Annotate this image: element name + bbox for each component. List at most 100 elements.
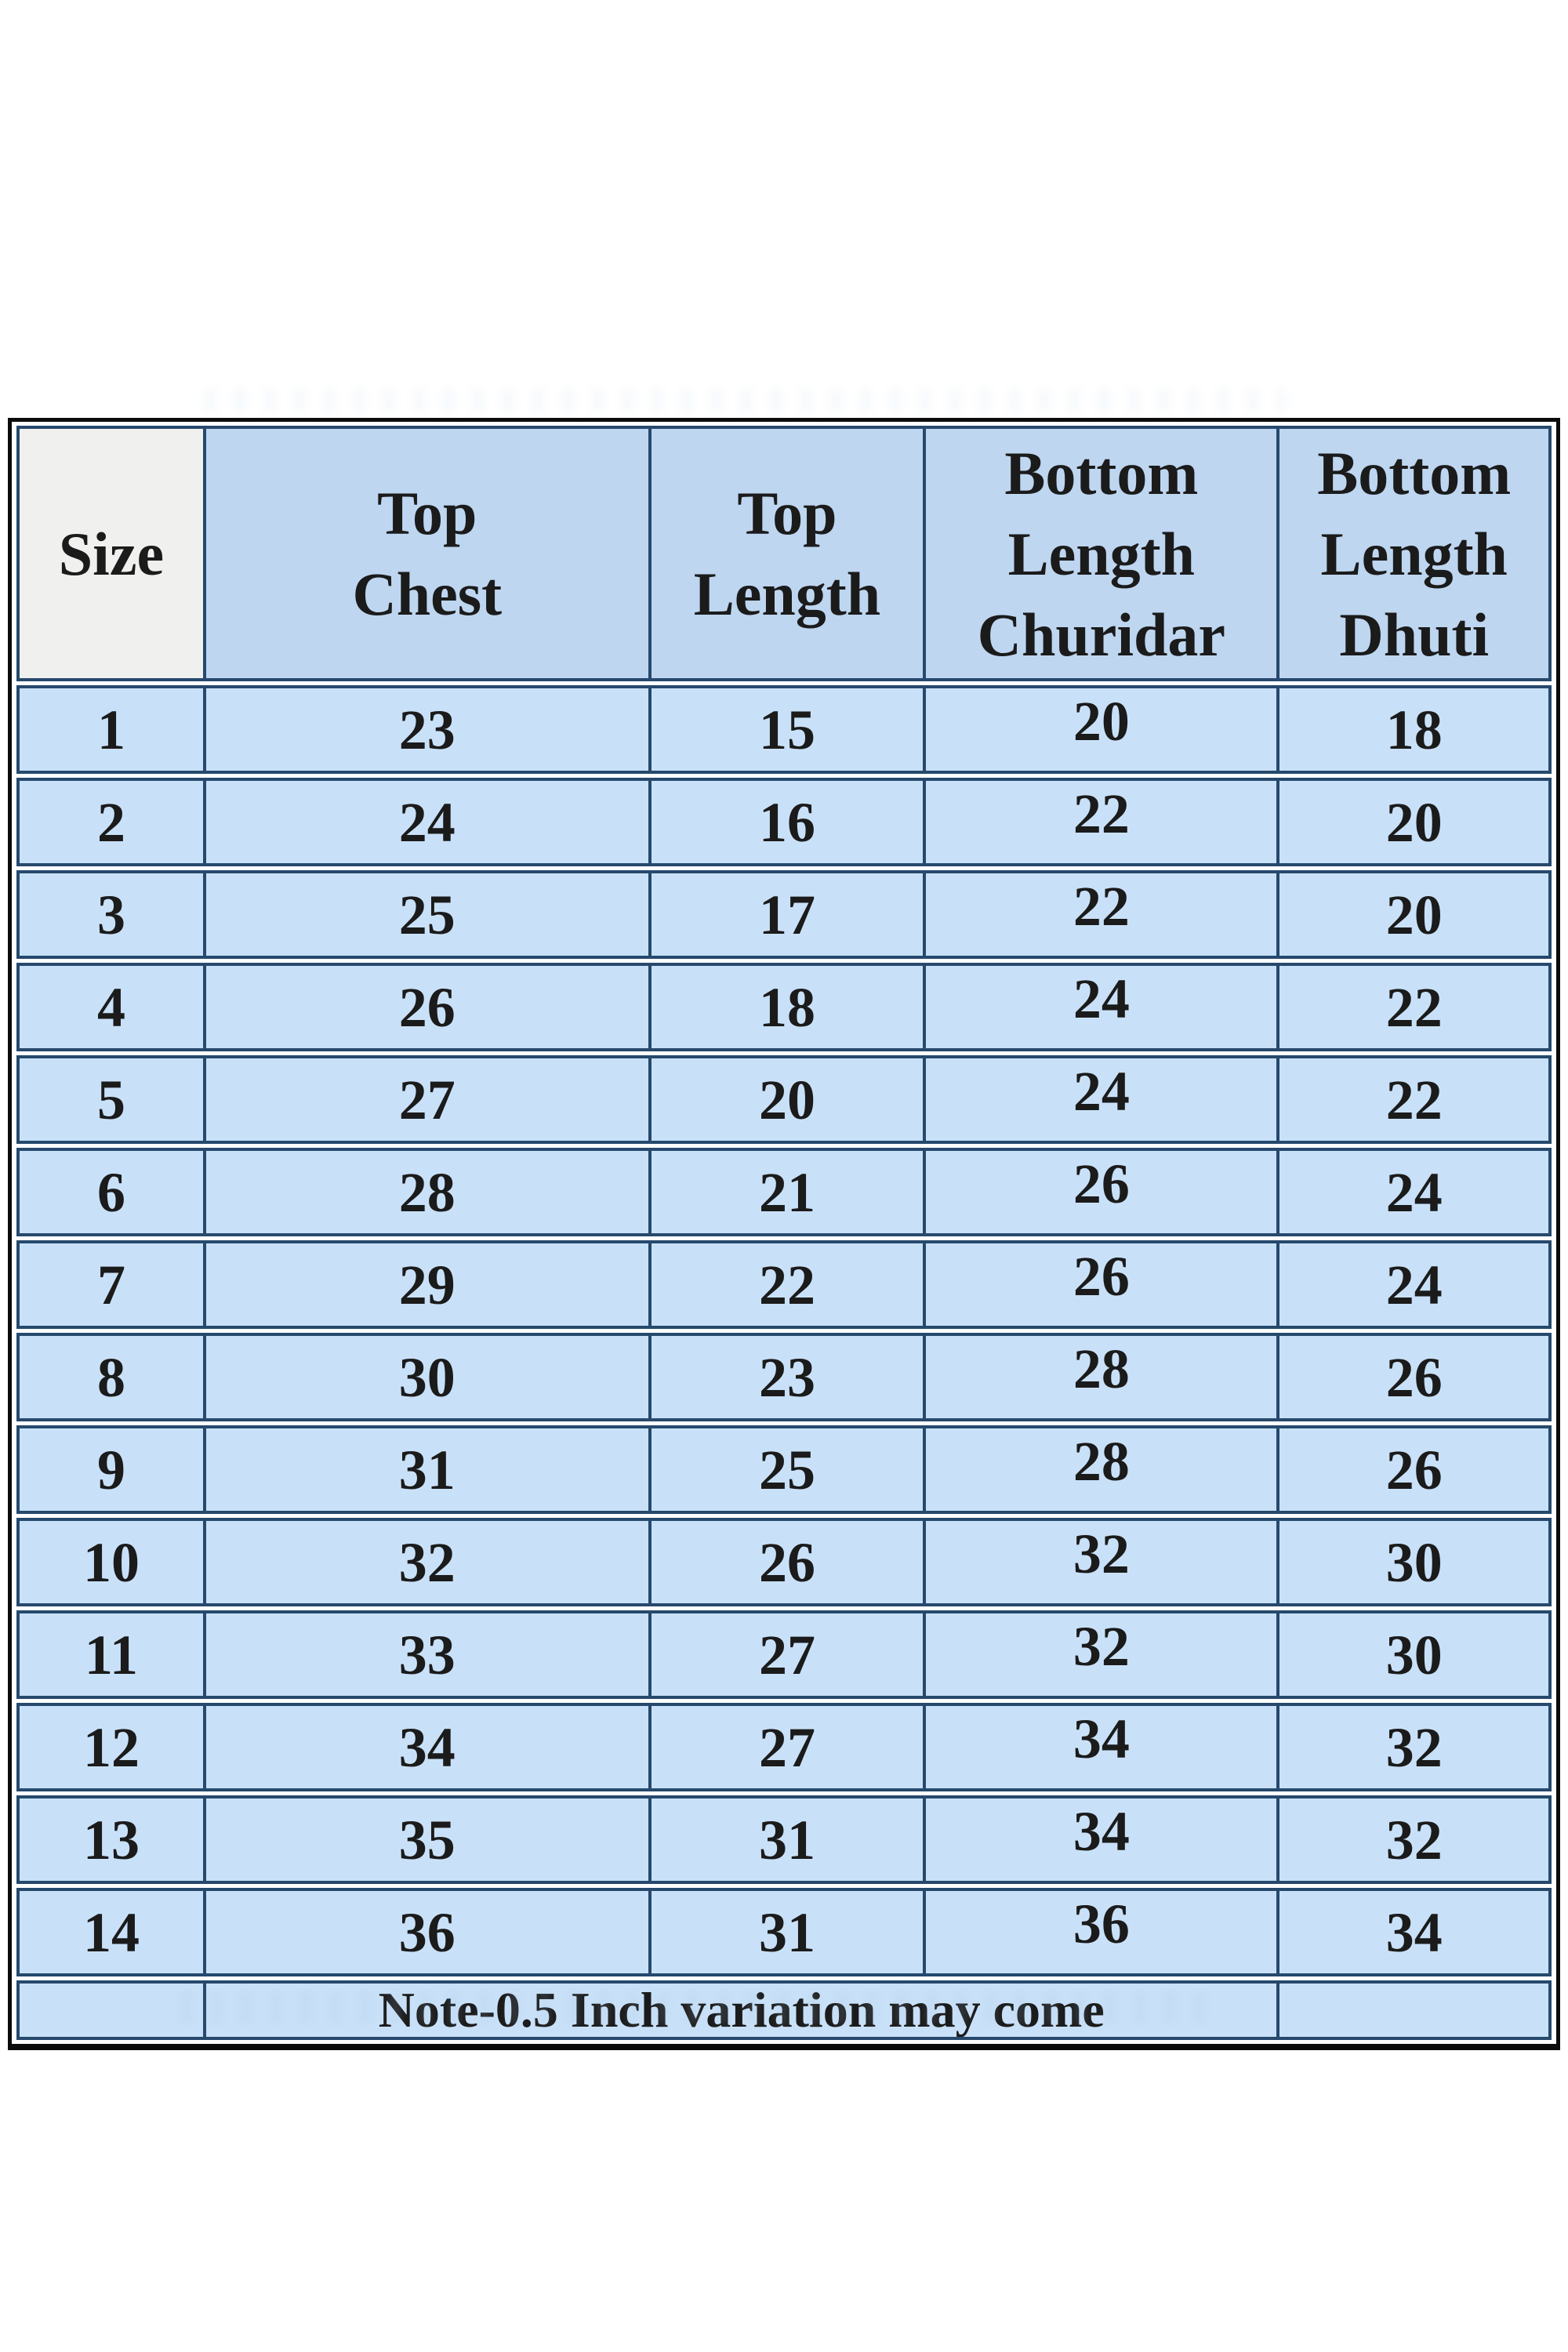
- size-cell: 11: [16, 1610, 203, 1699]
- bottom-length-dhuti-cell: 18: [1276, 685, 1552, 774]
- bottom-length-churidar-cell: 28: [923, 1333, 1277, 1421]
- column-header-size: Size: [16, 426, 203, 681]
- top-length-cell: 26: [648, 1518, 924, 1606]
- top-chest-cell: 28: [202, 1148, 648, 1236]
- top-chest-cell: 25: [202, 870, 648, 959]
- bottom-length-dhuti-cell: 26: [1276, 1425, 1552, 1514]
- size-cell: 7: [16, 1240, 203, 1329]
- bottom-length-churidar-cell: 32: [923, 1610, 1277, 1699]
- top-length-cell: 31: [648, 1888, 924, 1976]
- top-chest-cell: 31: [202, 1425, 648, 1514]
- top-chest-cell: 29: [202, 1240, 648, 1329]
- header-row: Size Top Chest Top Length Bottom Length …: [16, 426, 1552, 681]
- table-row: 2 24 16 22 20: [16, 778, 1552, 866]
- table-row: 10 32 26 32 30: [16, 1518, 1552, 1606]
- column-header-top-length: Top Length: [648, 426, 924, 681]
- size-chart-table: Size Top Chest Top Length Bottom Length …: [16, 422, 1552, 2044]
- bottom-length-churidar-cell: 24: [923, 1055, 1277, 1144]
- note-spacer-left: [16, 1980, 203, 2040]
- size-chart-frame: Size Top Chest Top Length Bottom Length …: [8, 418, 1560, 2050]
- top-length-cell: 15: [648, 685, 924, 774]
- top-length-cell: 22: [648, 1240, 924, 1329]
- bottom-length-churidar-cell: 22: [923, 870, 1277, 959]
- top-length-cell: 16: [648, 778, 924, 866]
- size-cell: 3: [16, 870, 203, 959]
- size-note: Note-0.5 Inch variation may come: [202, 1980, 1277, 2040]
- top-chest-cell: 35: [202, 1795, 648, 1884]
- note-spacer-right: [1276, 1980, 1552, 2040]
- size-cell: 2: [16, 778, 203, 866]
- bottom-length-churidar-cell: 26: [923, 1148, 1277, 1236]
- note-row: Note-0.5 Inch variation may come: [16, 1980, 1552, 2040]
- table-row: 1 23 15 20 18: [16, 685, 1552, 774]
- table-row: 7 29 22 26 24: [16, 1240, 1552, 1329]
- size-cell: 4: [16, 963, 203, 1051]
- bottom-length-dhuti-cell: 22: [1276, 1055, 1552, 1144]
- bottom-length-dhuti-cell: 20: [1276, 778, 1552, 866]
- top-chest-cell: 24: [202, 778, 648, 866]
- top-length-cell: 17: [648, 870, 924, 959]
- table-row: 8 30 23 28 26: [16, 1333, 1552, 1421]
- bottom-length-dhuti-cell: 24: [1276, 1240, 1552, 1329]
- table-body: 1 23 15 20 18 2 24 16 22 20 3 25 17 22 20 4 26 18 24 22 5 27 2…: [16, 685, 1552, 1976]
- size-cell: 10: [16, 1518, 203, 1606]
- bottom-length-dhuti-cell: 24: [1276, 1148, 1552, 1236]
- table-footer: Note-0.5 Inch variation may come: [16, 1980, 1552, 2040]
- bottom-length-dhuti-cell: 34: [1276, 1888, 1552, 1976]
- bottom-length-dhuti-cell: 22: [1276, 963, 1552, 1051]
- bottom-length-dhuti-cell: 20: [1276, 870, 1552, 959]
- column-header-top-chest: Top Chest: [202, 426, 648, 681]
- table-row: 6 28 21 26 24: [16, 1148, 1552, 1236]
- top-length-cell: 27: [648, 1703, 924, 1791]
- top-length-cell: 20: [648, 1055, 924, 1144]
- size-cell: 6: [16, 1148, 203, 1236]
- top-chest-cell: 33: [202, 1610, 648, 1699]
- top-length-cell: 25: [648, 1425, 924, 1514]
- size-cell: 14: [16, 1888, 203, 1976]
- table-row: 3 25 17 22 20: [16, 870, 1552, 959]
- ghost-watermark-bottom: [180, 1991, 1223, 2024]
- bottom-length-churidar-cell: 32: [923, 1518, 1277, 1606]
- top-chest-cell: 36: [202, 1888, 648, 1976]
- bottom-length-dhuti-cell: 30: [1276, 1610, 1552, 1699]
- size-cell: 12: [16, 1703, 203, 1791]
- bottom-length-churidar-cell: 20: [923, 685, 1277, 774]
- column-header-bottom-length-churidar: Bottom Length Churidar: [923, 426, 1277, 681]
- top-chest-cell: 34: [202, 1703, 648, 1791]
- top-chest-cell: 30: [202, 1333, 648, 1421]
- table-header: Size Top Chest Top Length Bottom Length …: [16, 426, 1552, 681]
- top-length-cell: 31: [648, 1795, 924, 1884]
- size-cell: 1: [16, 685, 203, 774]
- bottom-length-churidar-cell: 24: [923, 963, 1277, 1051]
- bottom-length-churidar-cell: 34: [923, 1795, 1277, 1884]
- bottom-length-churidar-cell: 36: [923, 1888, 1277, 1976]
- table-row: 11 33 27 32 30: [16, 1610, 1552, 1699]
- size-cell: 5: [16, 1055, 203, 1144]
- column-header-bottom-length-dhuti: Bottom Length Dhuti: [1276, 426, 1552, 681]
- size-cell: 8: [16, 1333, 203, 1421]
- top-length-cell: 23: [648, 1333, 924, 1421]
- table-row: 9 31 25 28 26: [16, 1425, 1552, 1514]
- table-row: 5 27 20 24 22: [16, 1055, 1552, 1144]
- table-row: 13 35 31 34 32: [16, 1795, 1552, 1884]
- bottom-length-dhuti-cell: 32: [1276, 1795, 1552, 1884]
- ghost-watermark-top: [204, 389, 1286, 412]
- top-chest-cell: 32: [202, 1518, 648, 1606]
- top-chest-cell: 27: [202, 1055, 648, 1144]
- bottom-length-dhuti-cell: 32: [1276, 1703, 1552, 1791]
- top-length-cell: 27: [648, 1610, 924, 1699]
- bottom-length-churidar-cell: 22: [923, 778, 1277, 866]
- top-length-cell: 21: [648, 1148, 924, 1236]
- bottom-length-dhuti-cell: 26: [1276, 1333, 1552, 1421]
- top-chest-cell: 26: [202, 963, 648, 1051]
- bottom-length-dhuti-cell: 30: [1276, 1518, 1552, 1606]
- size-cell: 9: [16, 1425, 203, 1514]
- table-row: 4 26 18 24 22: [16, 963, 1552, 1051]
- top-length-cell: 18: [648, 963, 924, 1051]
- bottom-length-churidar-cell: 28: [923, 1425, 1277, 1514]
- bottom-length-churidar-cell: 26: [923, 1240, 1277, 1329]
- bottom-length-churidar-cell: 34: [923, 1703, 1277, 1791]
- size-cell: 13: [16, 1795, 203, 1884]
- table-row: 14 36 31 36 34: [16, 1888, 1552, 1976]
- table-row: 12 34 27 34 32: [16, 1703, 1552, 1791]
